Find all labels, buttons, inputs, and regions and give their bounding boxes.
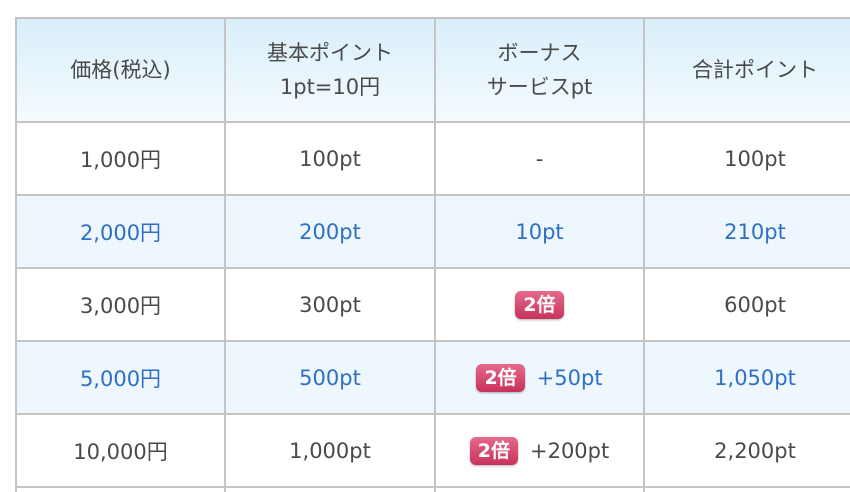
bonus-cell: 2倍 (434, 267, 645, 342)
price-cell: 2,000円 (15, 194, 226, 269)
cell (643, 486, 850, 492)
bonus-cell: 2倍 +200pt (434, 413, 645, 488)
bonus-cell: - (434, 121, 645, 196)
bonus-extra: +200pt (529, 438, 610, 463)
base-points-cell: 200pt (224, 194, 436, 269)
table-row: 5,000円 500pt 2倍 +50pt 1,050pt (15, 340, 850, 415)
base-points-cell: 500pt (224, 340, 436, 415)
base-points-cell: 300pt (224, 267, 436, 342)
table-row: 10,000円 1,000pt 2倍 +200pt 2,200pt (15, 413, 850, 488)
header-price: 価格(税込) (15, 17, 226, 123)
bonus-value: - (535, 146, 544, 171)
base-points-cell: 1,000pt (224, 413, 436, 488)
header-base-points: 基本ポイント 1pt=10円 (224, 17, 436, 123)
total-points-cell: 600pt (643, 267, 850, 342)
price-cell: 1,000円 (15, 121, 226, 196)
price-cell: 10,000円 (15, 413, 226, 488)
bonus-cell: 10pt (434, 194, 645, 269)
table-row-partial (15, 486, 850, 492)
table-row: 2,000円 200pt 10pt 210pt (15, 194, 850, 269)
header-total-points: 合計ポイント (643, 17, 850, 123)
bonus-extra: +50pt (536, 365, 603, 390)
total-points-cell: 2,200pt (643, 413, 850, 488)
header-bonus-points: ボーナス サービスpt (434, 17, 645, 123)
double-badge: 2倍 (476, 363, 525, 392)
price-cell: 3,000円 (15, 267, 226, 342)
cell (224, 486, 436, 492)
base-points-cell: 100pt (224, 121, 436, 196)
points-table: 価格(税込) 基本ポイント 1pt=10円 ボーナス サービスpt 合計ポイント… (15, 17, 850, 492)
header-row: 価格(税込) 基本ポイント 1pt=10円 ボーナス サービスpt 合計ポイント (15, 17, 850, 123)
price-cell: 5,000円 (15, 340, 226, 415)
bonus-cell: 2倍 +50pt (434, 340, 645, 415)
cell (434, 486, 645, 492)
table-row: 3,000円 300pt 2倍 600pt (15, 267, 850, 342)
total-points-cell: 210pt (643, 194, 850, 269)
bonus-value: 10pt (515, 219, 564, 244)
total-points-cell: 100pt (643, 121, 850, 196)
double-badge: 2倍 (469, 436, 518, 465)
double-badge: 2倍 (515, 290, 564, 319)
total-points-cell: 1,050pt (643, 340, 850, 415)
cell (15, 486, 226, 492)
table-row: 1,000円 100pt - 100pt (15, 121, 850, 196)
